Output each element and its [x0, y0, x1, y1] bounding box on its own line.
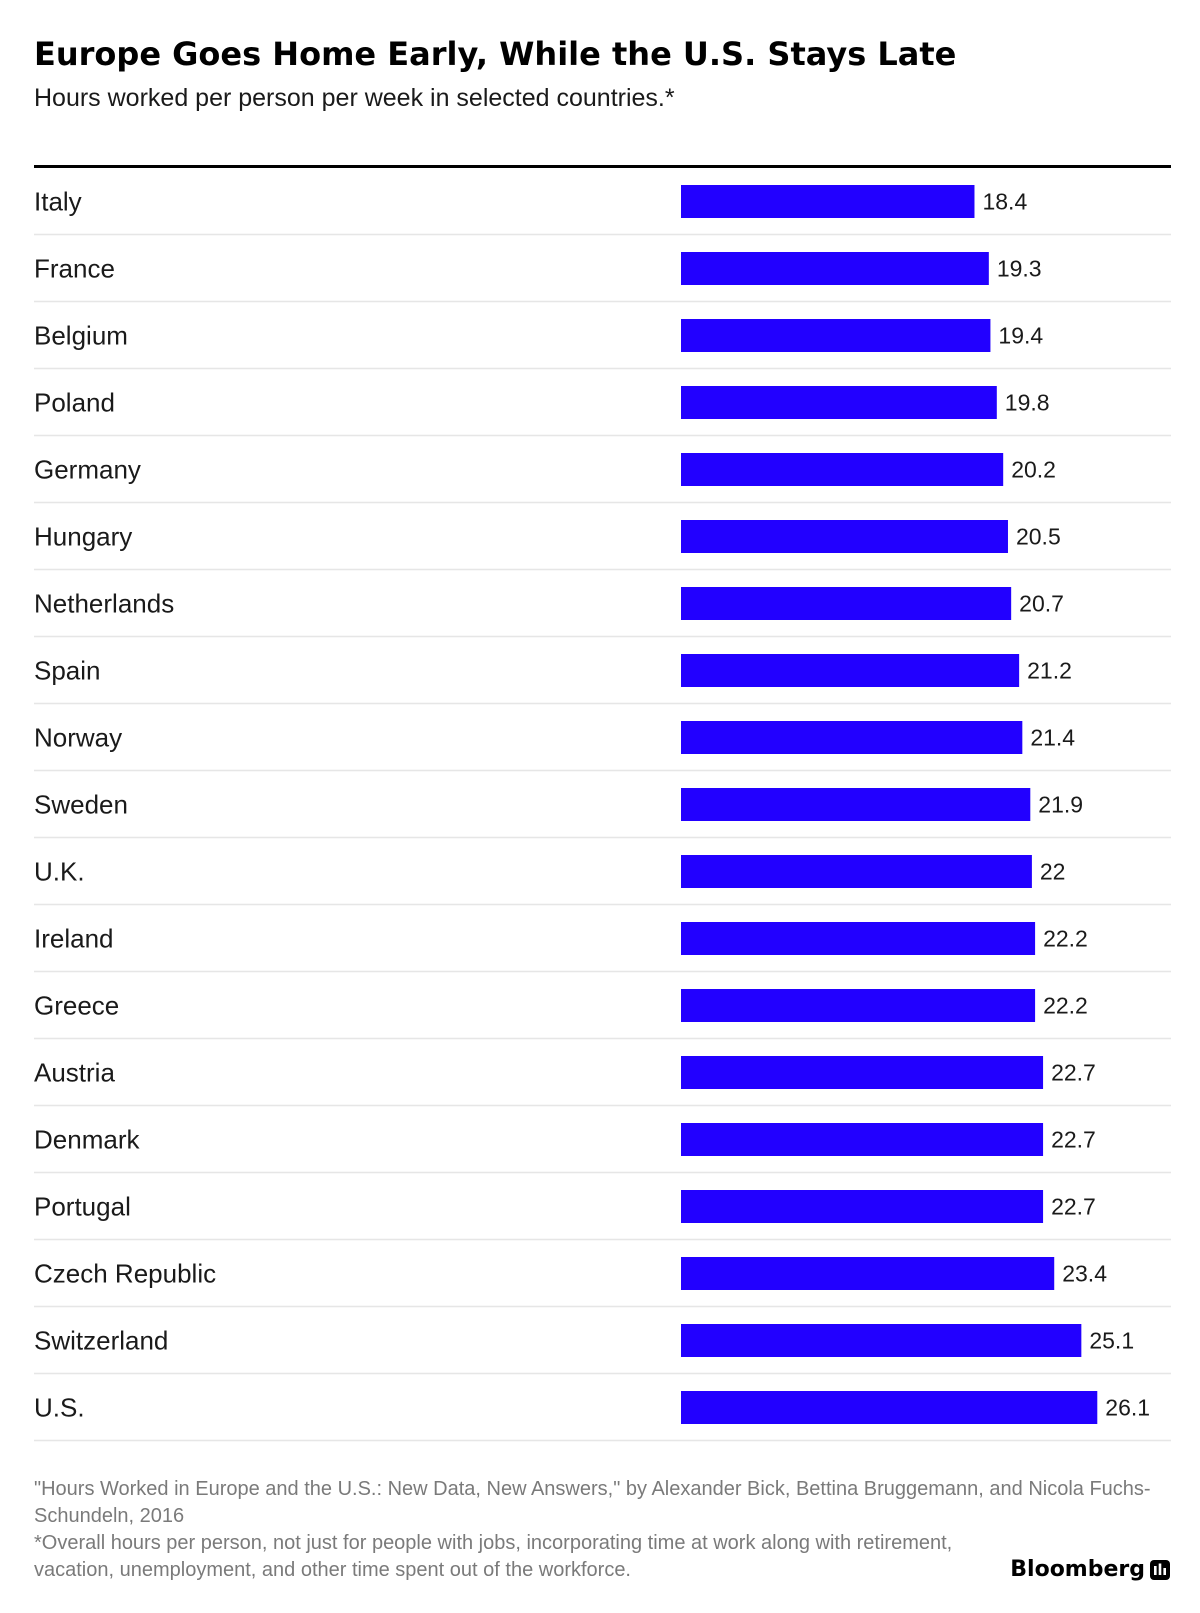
- bar-row: Spain 21.2: [34, 654, 1171, 705]
- category-label: Germany: [34, 455, 141, 485]
- value-label: 22.7: [1051, 1060, 1096, 1086]
- category-label: Austria: [34, 1058, 115, 1088]
- category-label: U.S.: [34, 1393, 85, 1423]
- category-label: Poland: [34, 388, 115, 418]
- value-label: 21.2: [1027, 658, 1072, 684]
- bar-row: Austria 22.7: [34, 1056, 1171, 1107]
- value-label: 19.3: [997, 256, 1042, 282]
- bar: [681, 1257, 1055, 1290]
- category-label: Sweden: [34, 790, 128, 820]
- category-label: Spain: [34, 656, 101, 686]
- chart-title: Europe Goes Home Early, While the U.S. S…: [34, 35, 957, 73]
- category-label: Switzerland: [34, 1326, 168, 1356]
- bar-row: Ireland 22.2: [34, 922, 1171, 973]
- bar-chart-icon: [1150, 1560, 1170, 1580]
- value-label: 21.4: [1030, 725, 1075, 751]
- value-label: 20.2: [1011, 457, 1056, 483]
- value-label: 18.4: [982, 189, 1027, 215]
- bar: [681, 788, 1031, 821]
- bar: [681, 922, 1036, 955]
- bar-row: Denmark 22.7: [34, 1123, 1171, 1174]
- bar-row: Hungary 20.5: [34, 520, 1171, 571]
- bar-row: Italy 18.4: [34, 185, 1171, 236]
- category-label: U.K.: [34, 857, 85, 887]
- brand-logo: Bloomberg: [1010, 1555, 1170, 1585]
- source-note: "Hours Worked in Europe and the U.S.: Ne…: [34, 1478, 1151, 1527]
- bar-row: Netherlands 20.7: [34, 587, 1171, 638]
- category-label: Greece: [34, 991, 119, 1021]
- bar: [681, 989, 1036, 1022]
- bar-row: U.S. 26.1: [34, 1391, 1171, 1442]
- category-label: Belgium: [34, 321, 128, 351]
- value-label: 20.5: [1016, 524, 1061, 550]
- value-label: 22.7: [1051, 1194, 1096, 1220]
- bar-chart: Italy 18.4 France 19.3 Belgium 19.4 Poland 19.8…: [34, 185, 1171, 1442]
- category-label: Hungary: [34, 522, 132, 552]
- chart-footer: "Hours Worked in Europe and the U.S.: Ne…: [34, 1476, 1171, 1584]
- bar: [681, 1056, 1044, 1089]
- bar: [681, 1324, 1082, 1357]
- category-label: France: [34, 254, 115, 284]
- bar: [681, 386, 997, 419]
- value-label: 23.4: [1062, 1261, 1107, 1287]
- bar: [681, 1391, 1098, 1424]
- bar-row: France 19.3: [34, 252, 1171, 303]
- category-label: Norway: [34, 723, 122, 753]
- chart-subtitle: Hours worked per person per week in sele…: [34, 84, 675, 112]
- value-label: 26.1: [1105, 1395, 1150, 1421]
- category-label: Portugal: [34, 1192, 131, 1222]
- value-label: 19.4: [998, 323, 1043, 349]
- bar-row: Norway 21.4: [34, 721, 1171, 772]
- value-label: 25.1: [1089, 1328, 1134, 1354]
- bar-row: U.K. 22: [34, 855, 1171, 906]
- bar-row: Czech Republic 23.4: [34, 1257, 1171, 1308]
- value-label: 20.7: [1019, 591, 1064, 617]
- bar: [681, 453, 1004, 486]
- category-label: Netherlands: [34, 589, 174, 619]
- bar: [681, 855, 1032, 888]
- footnote: *Overall hours per person, not just for …: [34, 1532, 953, 1581]
- value-label: 21.9: [1038, 792, 1083, 818]
- bar-row: Belgium 19.4: [34, 319, 1171, 370]
- value-label: 22: [1040, 859, 1066, 885]
- bar-row: Sweden 21.9: [34, 788, 1171, 839]
- brand-name: Bloomberg: [1010, 1557, 1145, 1582]
- category-label: Ireland: [34, 924, 114, 954]
- bar-row: Germany 20.2: [34, 453, 1171, 504]
- bar-row: Poland 19.8: [34, 386, 1171, 437]
- category-label: Italy: [34, 187, 82, 217]
- bar: [681, 721, 1023, 754]
- bar: [681, 520, 1008, 553]
- top-rule: [34, 165, 1171, 168]
- value-label: 22.2: [1043, 926, 1088, 952]
- bar: [681, 185, 975, 218]
- bar-row: Portugal 22.7: [34, 1190, 1171, 1241]
- value-label: 19.8: [1005, 390, 1050, 416]
- bar-row: Switzerland 25.1: [34, 1324, 1171, 1375]
- value-label: 22.7: [1051, 1127, 1096, 1153]
- value-label: 22.2: [1043, 993, 1088, 1019]
- bar: [681, 587, 1012, 620]
- bar: [681, 1190, 1044, 1223]
- category-label: Denmark: [34, 1125, 140, 1155]
- bar: [681, 654, 1020, 687]
- bar: [681, 319, 991, 352]
- category-label: Czech Republic: [34, 1259, 216, 1289]
- bar: [681, 252, 989, 285]
- bar-row: Greece 22.2: [34, 989, 1171, 1040]
- bar: [681, 1123, 1044, 1156]
